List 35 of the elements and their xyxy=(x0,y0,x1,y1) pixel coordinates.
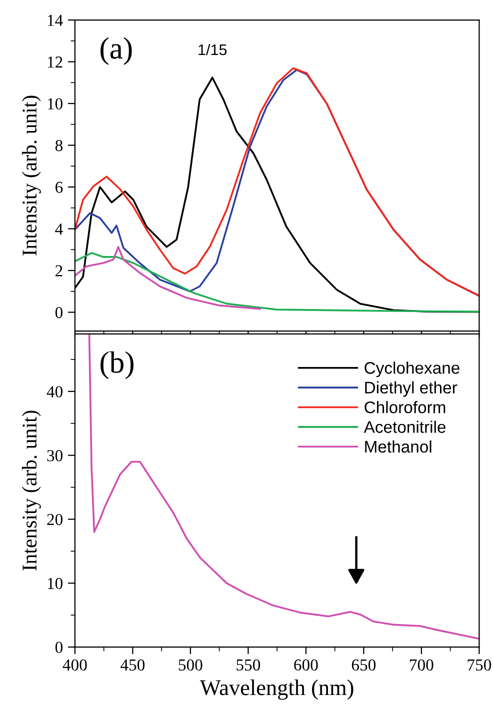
line-series xyxy=(74,252,480,313)
y-tick-label: 4 xyxy=(55,224,63,235)
x-tick-label: 400 xyxy=(62,659,87,671)
y-tick-label: 0 xyxy=(55,642,62,654)
annotation: 1/15 xyxy=(198,44,227,56)
line-series xyxy=(74,246,261,310)
y-tick-label: 10 xyxy=(48,578,62,590)
y-tick-label: 6 xyxy=(56,182,63,193)
x-tick-label: 750 xyxy=(468,659,492,671)
x-tick-label: 600 xyxy=(294,659,318,671)
y-tick-label: 20 xyxy=(47,514,62,526)
y-axis-title: Intensity (arb. unit) xyxy=(22,96,41,256)
y-tick-label: 2 xyxy=(56,265,62,276)
x-tick-label: 550 xyxy=(236,659,260,671)
legend-label: Cyclohexane xyxy=(364,362,460,378)
x-axis-title: Wavelength (nm) xyxy=(200,680,354,700)
x-tick-label: 700 xyxy=(410,659,434,671)
legend-label: Diethyl ether xyxy=(365,381,458,397)
x-tick-label: 450 xyxy=(120,659,145,671)
y-tick-label: 8 xyxy=(55,140,62,152)
legend-label: Methanol xyxy=(365,440,432,453)
y-tick-label: 10 xyxy=(48,98,62,110)
y-tick-label: 14 xyxy=(48,14,63,26)
y-tick-label: 30 xyxy=(47,450,62,462)
y-tick-label: 0 xyxy=(55,306,62,318)
legend-label: Acetonitrile xyxy=(364,420,446,433)
x-tick-label: 500 xyxy=(178,659,202,671)
y-tick-label: 40 xyxy=(46,386,62,398)
line-series xyxy=(88,334,480,640)
legend-label: Chloroform xyxy=(364,401,446,414)
y-tick-label: 12 xyxy=(48,56,62,68)
text: (b) xyxy=(100,351,134,380)
text: (a) xyxy=(100,37,132,65)
y-axis-title: Intensity (arb. unit) xyxy=(22,410,41,570)
x-tick-label: 650 xyxy=(352,659,376,671)
